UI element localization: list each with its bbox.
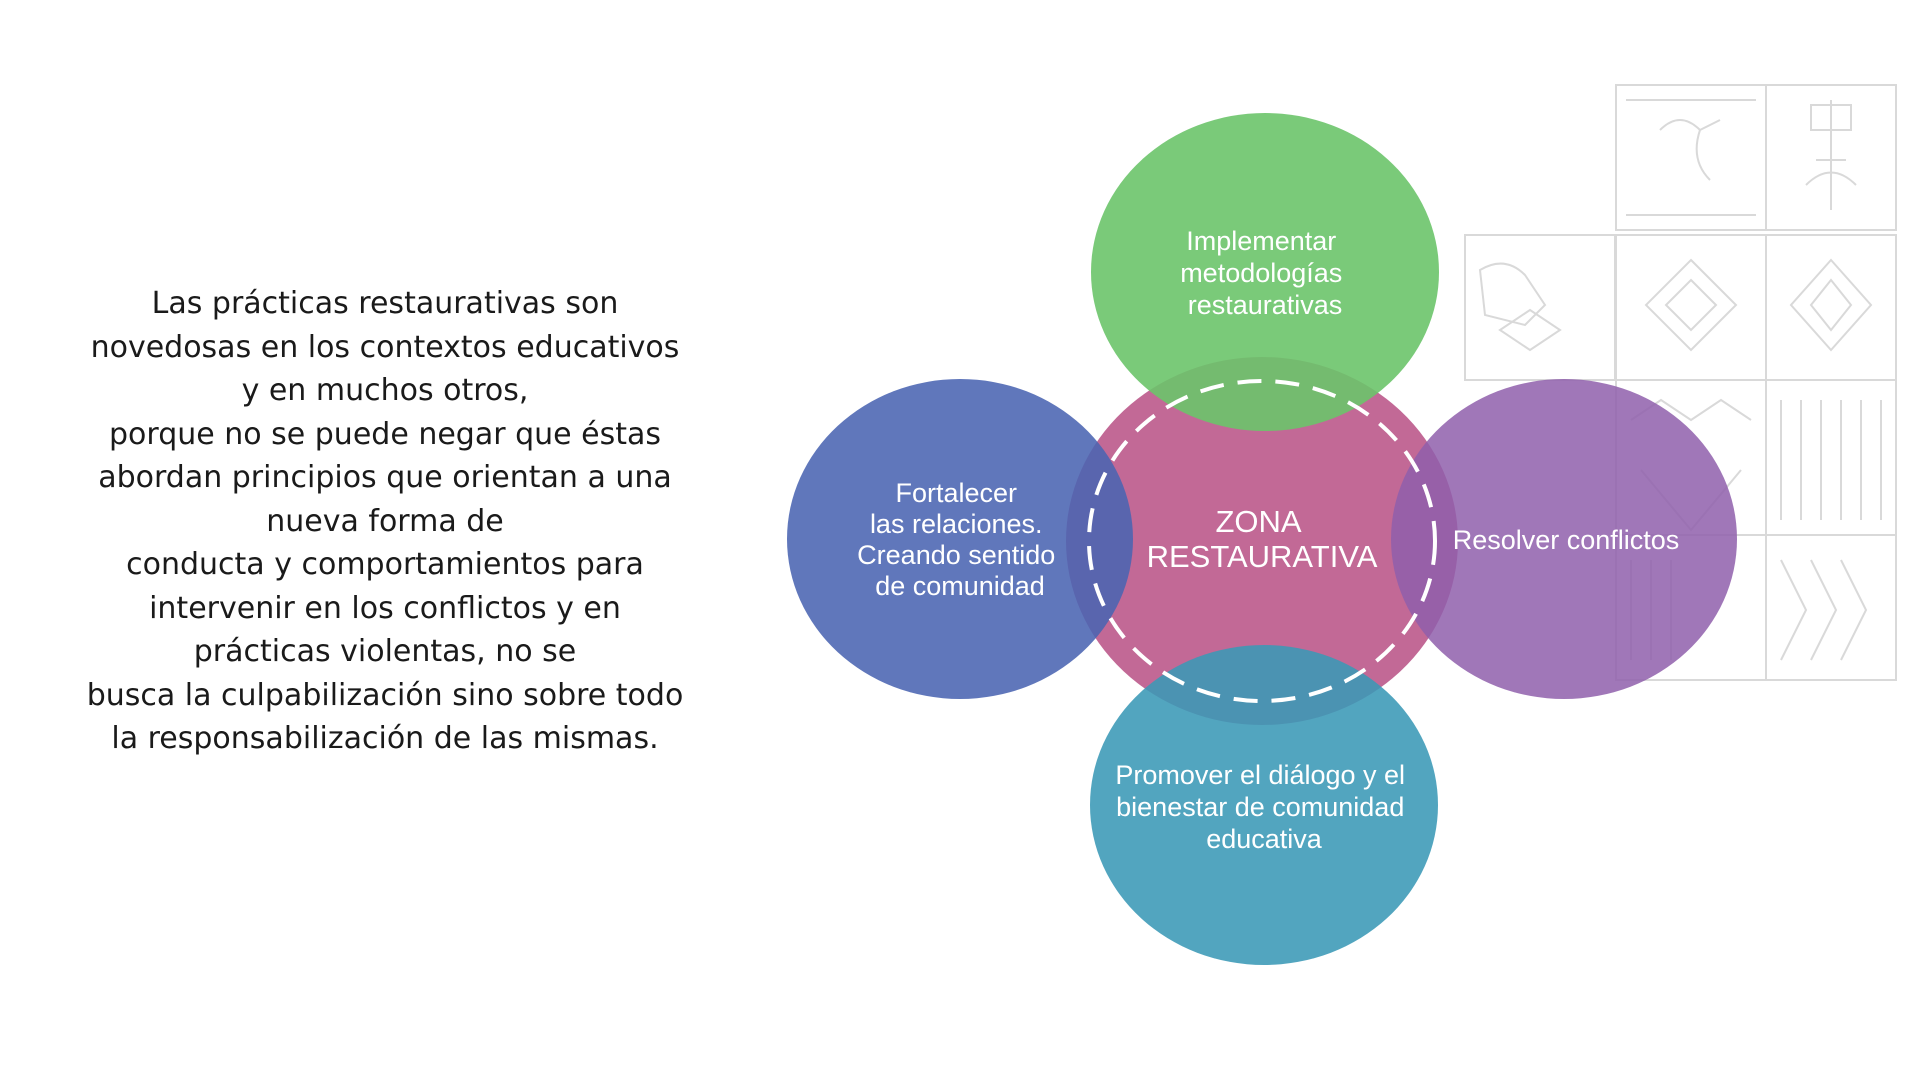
intro-line: y en muchos otros,: [241, 373, 529, 408]
bottom-circle-label: Promover el diálogo y el bienestar de co…: [1115, 760, 1412, 854]
intro-line: intervenir en los conflictos y en: [149, 590, 621, 626]
center-circle-label: ZONA RESTAURATIVA: [1147, 504, 1378, 574]
dashed-ring: [1087, 379, 1437, 703]
right-circle-label: Resolver conflictos: [1453, 525, 1680, 555]
intro-line: abordan principios que orientan a una: [98, 460, 672, 495]
left-circle: [787, 379, 1133, 699]
center-circle: [1066, 357, 1458, 725]
intro-line: novedosas en los contextos educativos: [90, 329, 680, 365]
intro-line: porque no se puede negar que éstas: [108, 416, 661, 452]
left-circle-label: Fortalecer las relaciones. Creando senti…: [857, 478, 1063, 601]
bottom-circle: [1090, 645, 1438, 965]
right-circle: [1391, 379, 1737, 699]
intro-line: la responsabilización de las mismas.: [111, 721, 659, 756]
intro-line: Las prácticas restaurativas son: [151, 286, 619, 321]
intro-line: conducta y comportamientos para: [126, 547, 644, 582]
intro-paragraph: Las prácticas restaurativas son novedosa…: [85, 282, 685, 761]
top-circle-label: Implementar metodologías restaurativas: [1180, 226, 1350, 320]
top-circle: [1091, 113, 1439, 431]
intro-line: nueva forma de: [266, 503, 504, 539]
intro-line: prácticas violentas, no se: [193, 634, 577, 669]
intro-line: busca la culpabilización sino sobre todo: [86, 677, 684, 713]
